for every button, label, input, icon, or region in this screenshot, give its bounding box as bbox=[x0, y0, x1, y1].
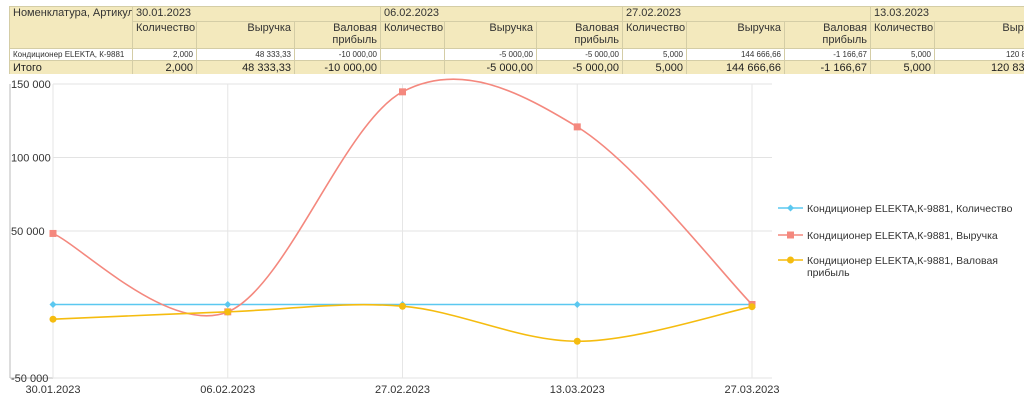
date-header[interactable]: 13.03.2023 bbox=[870, 6, 1024, 22]
total-cell[interactable]: -10 000,00 bbox=[294, 60, 381, 74]
y-tick-label: 150 000 bbox=[11, 79, 51, 91]
table-row[interactable]: Кондиционер ELEKTA, К-9881 2,000 48 333,… bbox=[9, 48, 1024, 61]
col-header-profit[interactable]: Валовая прибыль bbox=[294, 21, 381, 49]
data-point bbox=[49, 229, 57, 237]
data-point bbox=[573, 337, 581, 345]
date-header[interactable]: 30.01.2023 bbox=[132, 6, 381, 22]
y-tick-label: 50 000 bbox=[11, 226, 45, 238]
table-cell[interactable]: 5,000 bbox=[870, 48, 935, 61]
col-header-revenue[interactable]: Выручка bbox=[934, 21, 1024, 49]
total-cell[interactable]: 5,000 bbox=[622, 60, 687, 74]
x-tick-label: 06.02.2023 bbox=[200, 384, 255, 396]
legend: Кондиционер ELEKTA,К-9881, Количество Кон… bbox=[778, 203, 1013, 279]
data-point bbox=[573, 300, 581, 308]
y-tick-label: -50 000 bbox=[11, 373, 48, 385]
legend-marker bbox=[787, 256, 794, 264]
legend-label: Кондиционер ELEKTA,К-9881, Количество bbox=[807, 203, 1013, 215]
date-header[interactable]: 06.02.2023 bbox=[380, 6, 623, 22]
legend-label-line: Кондиционер ELEKTA,К-9881, Валовая bbox=[807, 255, 998, 267]
date-header[interactable]: 27.02.2023 bbox=[622, 6, 871, 22]
x-tick-label: 27.02.2023 bbox=[375, 384, 430, 396]
total-cell[interactable]: 120 833,33 bbox=[934, 60, 1024, 74]
total-cell[interactable]: 144 666,66 bbox=[686, 60, 785, 74]
table-cell[interactable] bbox=[380, 48, 445, 61]
total-cell[interactable]: -5 000,00 bbox=[536, 60, 623, 74]
table-cell[interactable]: -5 000,00 bbox=[444, 48, 537, 61]
col-header-qty[interactable]: Количество bbox=[622, 21, 687, 49]
header-row-dates: Номенклатура, Артикул 30.01.2023 06.02.2… bbox=[9, 6, 1024, 49]
legend-marker bbox=[787, 204, 794, 212]
header-row-measures: Количество Выручка Валовая прибыль Колич… bbox=[10, 21, 1024, 49]
line-chart: -50 000 50 000 100 000 150 000 30.01.2023 06.… bbox=[9, 78, 1013, 396]
series-2 bbox=[49, 302, 756, 345]
total-row[interactable]: Итого 2,000 48 333,33 -10 000,00 -5 000,… bbox=[9, 60, 1024, 74]
col-header-revenue[interactable]: Выручка bbox=[444, 21, 537, 49]
total-cell[interactable]: 5,000 bbox=[870, 60, 935, 74]
data-point bbox=[399, 88, 406, 96]
legend-label: Кондиционер ELEKTA,К-9881, Валовая прибыл… bbox=[807, 255, 998, 279]
report-table: Номенклатура, Артикул 30.01.2023 06.02.2… bbox=[9, 6, 1024, 74]
total-cell[interactable]: 48 333,33 bbox=[196, 60, 295, 74]
col-header-revenue[interactable]: Выручка bbox=[686, 21, 785, 49]
table-cell[interactable]: -1 166,67 bbox=[784, 48, 871, 61]
table-cell[interactable]: 144 666,66 bbox=[686, 48, 785, 61]
table-cell[interactable]: 120 833,33 bbox=[934, 48, 1024, 61]
col-header-qty[interactable]: Количество bbox=[380, 21, 445, 49]
table-cell[interactable]: -10 000,00 bbox=[294, 48, 381, 61]
col-header-qty[interactable]: Количество bbox=[870, 21, 935, 49]
legend-label-line: прибыль bbox=[807, 267, 850, 279]
x-tick-label: 30.01.2023 bbox=[25, 384, 80, 396]
x-tick-label: 13.03.2023 bbox=[550, 384, 605, 396]
table-cell[interactable]: 2,000 bbox=[132, 48, 197, 61]
data-point bbox=[748, 303, 756, 311]
data-point bbox=[224, 301, 232, 308]
y-tick-label: 100 000 bbox=[11, 153, 51, 165]
table-cell[interactable]: -5 000,00 bbox=[536, 48, 623, 61]
legend-marker bbox=[787, 231, 794, 239]
legend-label: Кондиционер ELEKTA,К-9881, Выручка bbox=[807, 230, 998, 242]
data-point bbox=[49, 315, 57, 323]
total-cell[interactable]: -1 166,67 bbox=[784, 60, 871, 74]
x-tick-label: 27.03.2023 bbox=[724, 384, 779, 396]
col-header-profit[interactable]: Валовая прибыль bbox=[536, 21, 623, 49]
total-label: Итого bbox=[9, 60, 133, 74]
row-item-name[interactable]: Кондиционер ELEKTA, К-9881 bbox=[9, 48, 133, 61]
data-point bbox=[573, 123, 581, 131]
total-cell[interactable]: 2,000 bbox=[132, 60, 197, 74]
total-cell[interactable]: -5 000,00 bbox=[444, 60, 537, 74]
data-point bbox=[224, 308, 232, 316]
table-cell[interactable]: 48 333,33 bbox=[196, 48, 295, 61]
col-header-qty[interactable]: Количество bbox=[132, 21, 197, 49]
col-header-profit[interactable]: Валовая прибыль bbox=[784, 21, 871, 49]
data-point bbox=[399, 302, 406, 310]
table-cell[interactable]: 5,000 bbox=[622, 48, 687, 61]
corner-header[interactable]: Номенклатура, Артикул bbox=[9, 6, 133, 49]
col-header-revenue[interactable]: Выручка bbox=[196, 21, 295, 49]
total-cell[interactable] bbox=[380, 60, 445, 74]
data-point bbox=[49, 300, 57, 308]
